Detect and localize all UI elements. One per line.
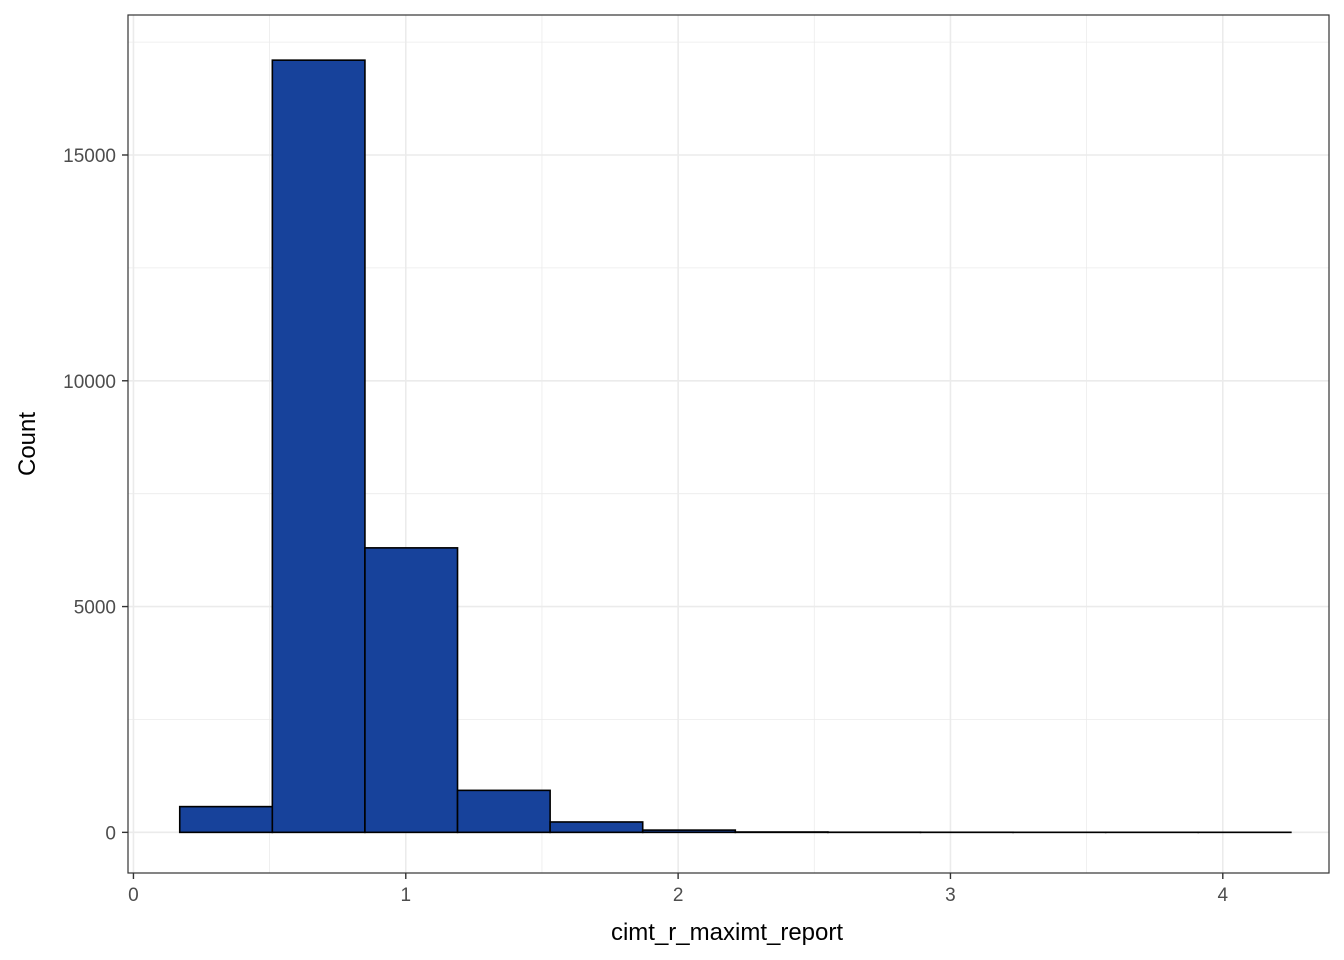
panel-border <box>127 14 1330 874</box>
x-tick-label: 2 <box>673 885 684 906</box>
histogram-bar <box>271 59 366 834</box>
histogram-bar <box>178 805 274 834</box>
y-tick-label: 5000 <box>74 598 116 619</box>
y-tick-label: 0 <box>105 823 116 844</box>
histogram-bar <box>549 821 644 834</box>
histogram-bar <box>364 547 459 834</box>
x-axis-ticks: 0 1 2 3 4 <box>128 873 1229 906</box>
y-tick-label: 15000 <box>63 146 116 167</box>
y-axis-ticks: 0 5000 10000 15000 <box>63 146 128 844</box>
x-tick-label: 0 <box>128 885 139 906</box>
y-axis-title: Count <box>14 412 41 476</box>
y-tick-label: 10000 <box>63 372 116 393</box>
x-tick-label: 4 <box>1218 885 1229 906</box>
histogram-bars <box>178 59 1292 834</box>
histogram-bar <box>641 829 737 834</box>
x-tick-label: 3 <box>945 885 956 906</box>
x-tick-label: 1 <box>400 885 411 906</box>
histogram-bar <box>456 789 551 834</box>
x-axis-title: cimt_r_maximt_report <box>611 919 843 946</box>
